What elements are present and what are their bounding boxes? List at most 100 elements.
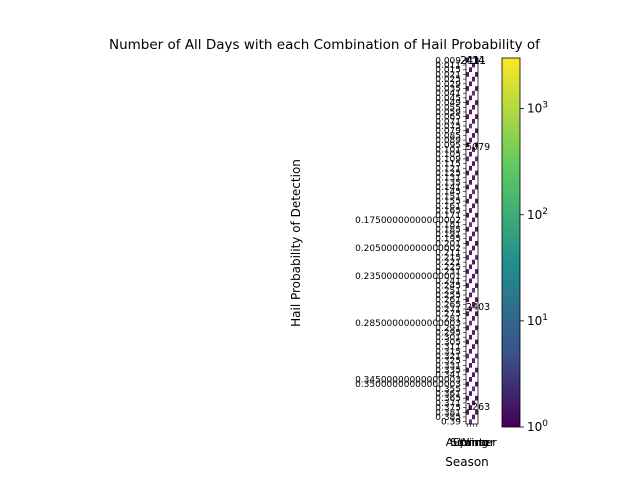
- heatmap-cell: [469, 222, 472, 227]
- x-tick-label: Autumn: [446, 436, 489, 449]
- plot-frame: [465, 57, 479, 425]
- y-tick-label: 0.23500000000000001: [355, 272, 461, 282]
- heatmap-cell: [475, 128, 478, 134]
- heatmap-cell: [466, 395, 469, 401]
- heatmap-cell: [466, 283, 469, 288]
- heatmap-cell: [469, 391, 472, 396]
- heatmap-cell: [475, 142, 478, 148]
- y-tick-label: 0.251: [435, 286, 461, 296]
- y-tick-label: 0.079: [435, 127, 461, 137]
- top-label: 11: [472, 54, 486, 67]
- heatmap-cell: [469, 264, 472, 270]
- colorbar-tick-label: 102: [527, 207, 548, 222]
- y-tick-label: 0.135: [435, 178, 461, 188]
- heatmap-cell: [469, 250, 472, 256]
- heatmap-cell: [475, 100, 478, 105]
- y-tick-label: 0.385: [435, 413, 461, 423]
- x-tick-label: Spring: [453, 436, 489, 449]
- heatmap-cell: [469, 109, 472, 115]
- heatmap-cell: [466, 58, 469, 63]
- heatmap-cell: [469, 306, 472, 312]
- heatmap-cell: [472, 147, 475, 152]
- y-tick-label: 0.221: [435, 258, 461, 268]
- y-tick-label: 0.241: [435, 277, 461, 287]
- heatmap-cell: [472, 245, 475, 251]
- heatmap-cell: [472, 119, 475, 124]
- heatmap-cell: [475, 58, 478, 63]
- y-tick-label: 0.265: [435, 300, 461, 310]
- y-tick-label: 0.211: [435, 249, 461, 259]
- y-tick-label: 0.015: [435, 66, 461, 76]
- y-tick-label: 0.115: [435, 160, 461, 170]
- heatmap-cell: [469, 95, 472, 101]
- heatmap-cell: [466, 269, 469, 274]
- heatmap-cell: [475, 241, 478, 246]
- y-tick-label: 0.109: [435, 155, 461, 165]
- y-tick-label: 0.181: [435, 221, 461, 231]
- heatmap-cell: [469, 208, 472, 213]
- heatmap-cell: [469, 151, 472, 157]
- y-tick-label: 0.315: [435, 347, 461, 357]
- heatmap-cell: [469, 405, 472, 410]
- heatmap-cell: [466, 367, 469, 373]
- y-tick-label: 0.105: [435, 150, 461, 160]
- heatmap-cell: [466, 339, 469, 345]
- heatmap-cell: [469, 278, 472, 284]
- heatmap-cell: [466, 156, 469, 162]
- y-tick-label: 0.341: [435, 371, 461, 381]
- heatmap-cell: [466, 226, 469, 232]
- heatmap-cell: [475, 72, 478, 77]
- heatmap-cell: [475, 86, 478, 91]
- heatmap-cell: [469, 180, 472, 185]
- heatmap-cell: [475, 325, 478, 331]
- y-tick-label: 0.225: [435, 263, 461, 273]
- y-tick-label: 0.381: [435, 408, 461, 418]
- heatmap-cell: [472, 161, 475, 166]
- heatmap-cell: [466, 184, 469, 190]
- y-tick-label: 0.161: [435, 202, 461, 212]
- heatmap-cell: [472, 62, 475, 68]
- heatmap-cell: [472, 273, 475, 279]
- y-tick-label: 0.089: [435, 136, 461, 146]
- heatmap-cell: [469, 377, 472, 382]
- y-tick-label: 0.195: [435, 235, 461, 245]
- y-tick-label: 0.255: [435, 291, 461, 301]
- heatmap-cell: [475, 339, 478, 345]
- y-tick-label: 0.271: [435, 305, 461, 315]
- y-tick-label: 0.361: [435, 390, 461, 400]
- heatmap-cell: [466, 297, 469, 302]
- y-tick-label: 0.291: [435, 324, 461, 334]
- heatmap-cell: [472, 372, 475, 378]
- y-tick-label: 0.021: [435, 70, 461, 80]
- y-tick-label: 0.17500000000000002: [355, 216, 461, 226]
- y-tick-label: 0.185: [435, 225, 461, 235]
- y-tick-label: 0.155: [435, 197, 461, 207]
- y-tick-label: 0.025: [435, 75, 461, 85]
- top-label: 21: [460, 54, 474, 67]
- y-tick-label: 0.371: [435, 399, 461, 409]
- y-tick-label: 0.321: [435, 352, 461, 362]
- heatmap-cell: [469, 363, 472, 368]
- heatmap-cell: [469, 419, 472, 424]
- y-axis-ticks: 0.0090.0110.0150.0210.0250.0290.0350.041…: [355, 56, 466, 428]
- heatmap-cell: [466, 100, 469, 105]
- heatmap-cell: [472, 302, 475, 307]
- heatmap-cell: [475, 226, 478, 232]
- y-tick-label: 0.35000000000000003: [355, 380, 461, 390]
- y-tick-label: 0.065: [435, 113, 461, 123]
- y-tick-label: 0.125: [435, 169, 461, 179]
- heatmap-cell: [475, 114, 478, 119]
- y-tick-label: 0.035: [435, 85, 461, 95]
- heatmap-cell: [469, 123, 472, 129]
- top-label: 41: [466, 54, 480, 67]
- y-axis-label: Hail Probability of Detection: [289, 159, 303, 327]
- heatmap-cell: [475, 198, 478, 204]
- y-tick-label: 0.171: [435, 211, 461, 221]
- y-tick-label: 0.39: [441, 418, 461, 428]
- heatmap-cell: [466, 212, 469, 218]
- heatmap-cell: [472, 217, 475, 223]
- y-tick-label: 0.375: [435, 404, 461, 414]
- colorbar-tick-label: 100: [527, 419, 548, 434]
- heatmap-cell: [466, 381, 469, 387]
